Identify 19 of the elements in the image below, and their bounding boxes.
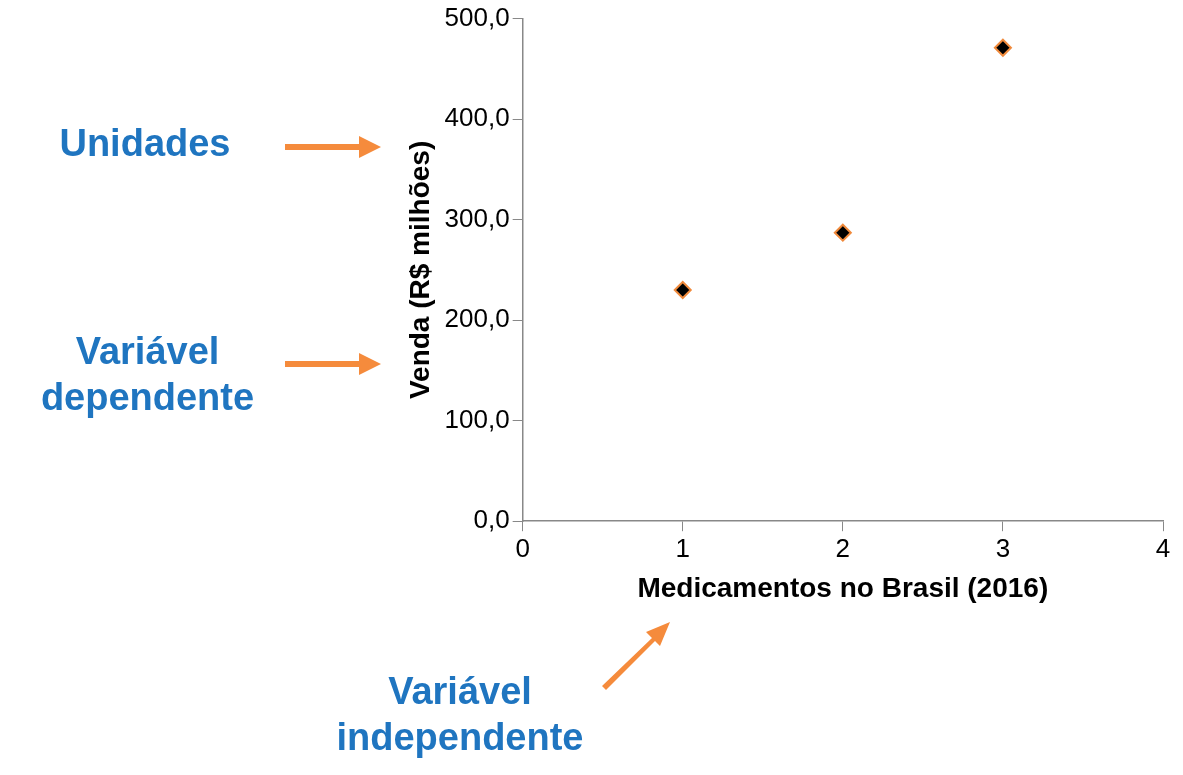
y-tick-label: 500,0 <box>444 1 510 32</box>
x-axis-title: Medicamentos no Brasil (2016) <box>637 571 1049 603</box>
x-tick-label: 2 <box>835 532 851 563</box>
x-tick-label: 4 <box>1155 532 1171 563</box>
x-tick-label: 0 <box>515 532 530 563</box>
y-tick-label: 200,0 <box>444 303 510 334</box>
x-tick-label: 1 <box>675 532 690 563</box>
point <box>833 223 852 242</box>
y-tick-label: 300,0 <box>444 202 510 233</box>
x-tick-label: 3 <box>995 532 1011 563</box>
text: Unidades <box>58 121 232 166</box>
y-tick-label: 0,0 <box>473 504 510 535</box>
y-tick-label: 400,0 <box>444 102 510 133</box>
point <box>993 38 1012 57</box>
y-axis-title: Venda (R$ milhões) <box>403 140 435 400</box>
text: Variável independente <box>335 669 585 760</box>
point <box>673 281 692 299</box>
y-tick-label: 100,0 <box>444 403 510 434</box>
text: Variável dependente <box>39 329 256 420</box>
